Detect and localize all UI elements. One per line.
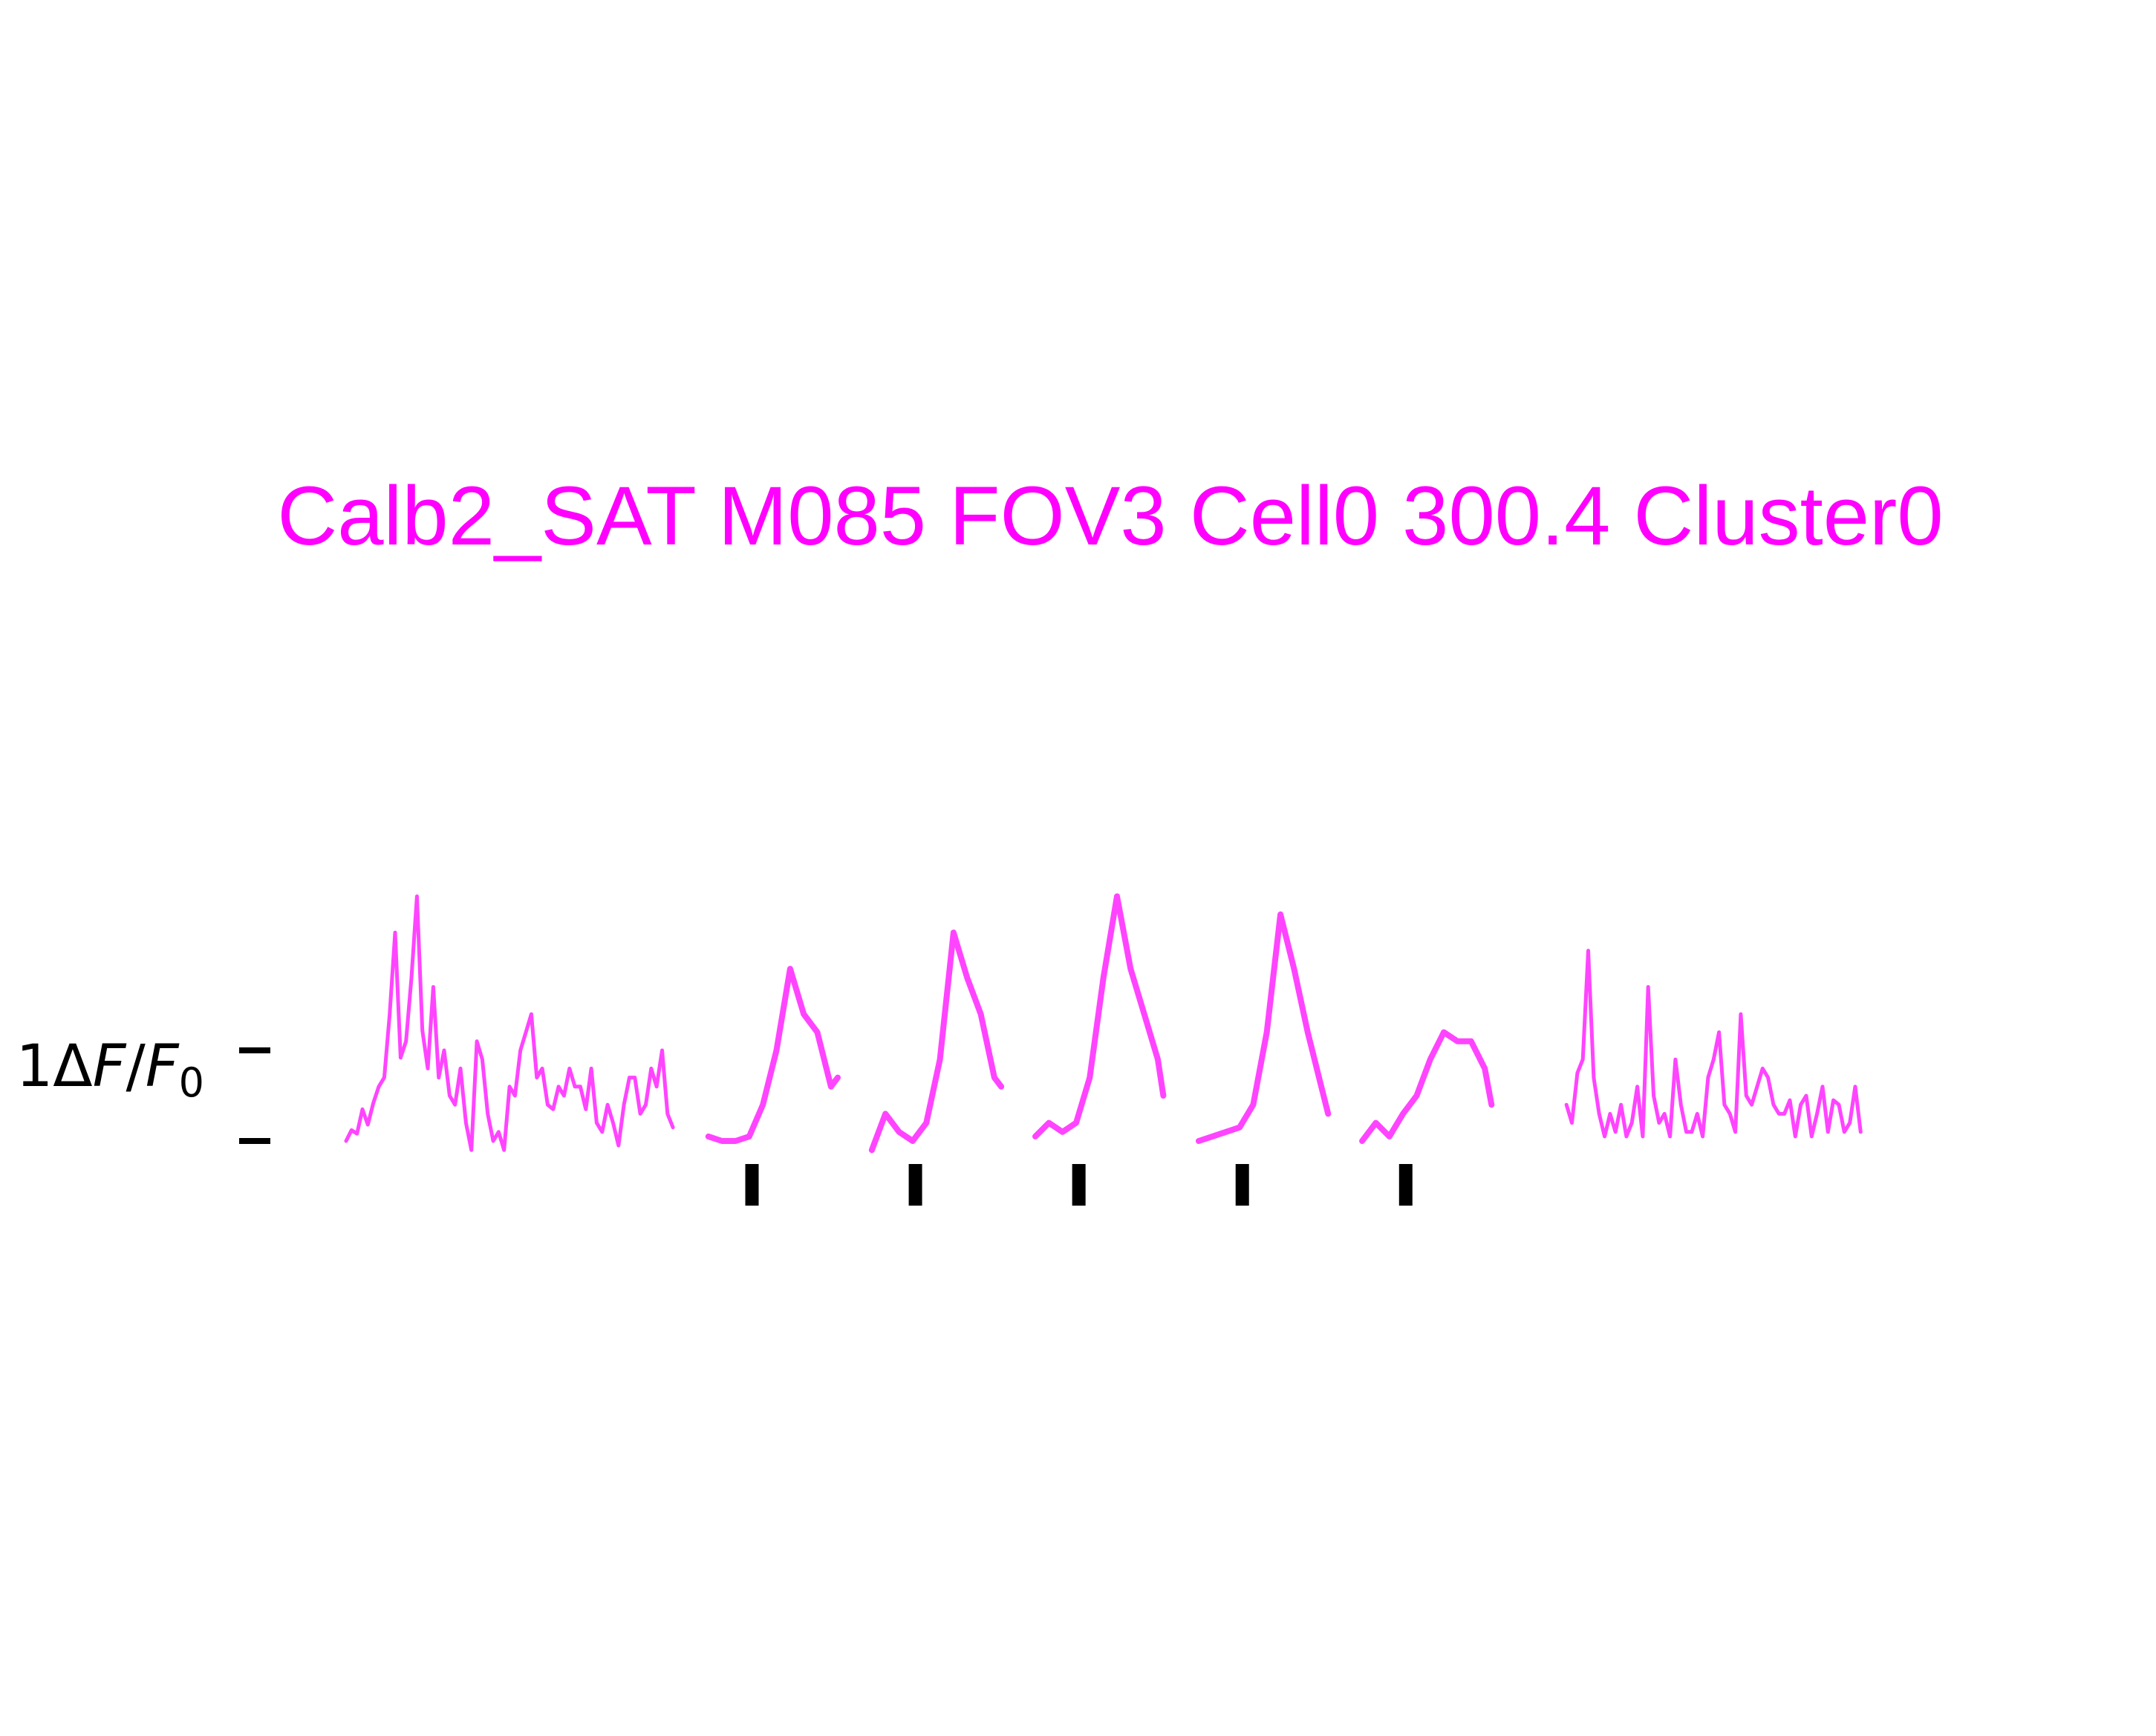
trace-trial-4: [1196, 911, 1332, 1144]
trace-trial-1: [705, 966, 841, 1144]
stimulus-markers: [745, 1164, 1413, 1206]
trace-pre: [344, 894, 675, 1152]
ylabel-f: F: [93, 1033, 127, 1100]
traces: [344, 893, 1863, 1154]
trace-trial-5: [1359, 1029, 1495, 1144]
trace-trial-2: [868, 929, 1005, 1154]
scale-bar: [239, 1047, 270, 1144]
y-axis-label: 1ΔF/F0: [16, 1033, 204, 1106]
ylabel-f0-sub: 0: [179, 1059, 204, 1106]
stim-marker-2: [908, 1164, 922, 1206]
stim-marker-4: [1235, 1164, 1249, 1206]
y-axis-label-text: 1ΔF/F0: [16, 1033, 204, 1106]
stim-marker-3: [1072, 1164, 1086, 1206]
stim-marker-1: [745, 1164, 759, 1206]
trace-trial-3: [1032, 893, 1167, 1140]
ylabel-prefix: 1: [16, 1033, 53, 1100]
chart-title: Calb2_SAT M085 FOV3 Cell0 300.4 Cluster0: [277, 469, 1943, 562]
stim-marker-5: [1398, 1164, 1413, 1206]
ylabel-slash: /: [126, 1033, 146, 1100]
trace-post: [1564, 949, 1863, 1139]
ylabel-f0-base: F: [146, 1033, 180, 1100]
ylabel-delta: Δ: [53, 1033, 92, 1100]
